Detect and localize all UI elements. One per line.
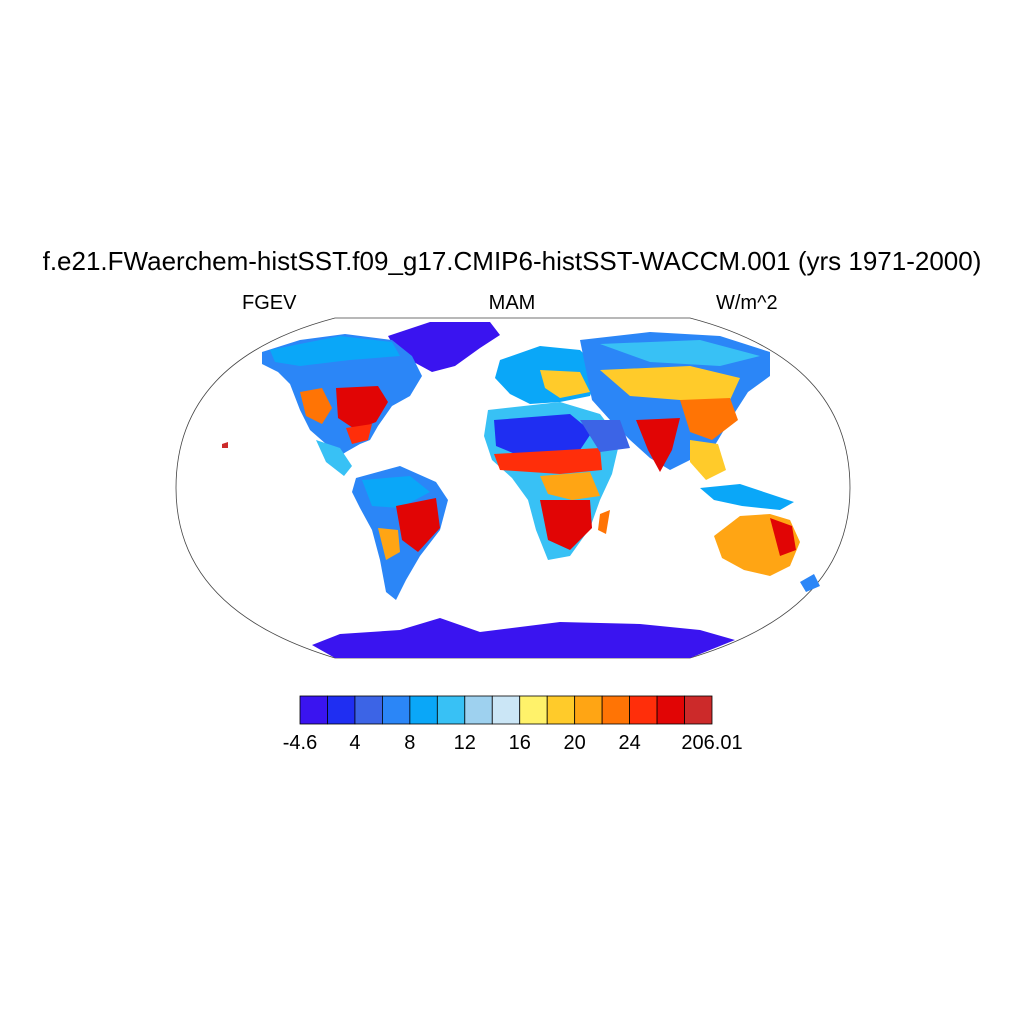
colorbar-box xyxy=(327,695,356,725)
left-string: FGEV xyxy=(242,292,297,314)
region-europe-east xyxy=(540,370,590,398)
region-new-zealand xyxy=(800,574,820,592)
region-indonesia xyxy=(700,484,794,510)
region-mexico xyxy=(316,440,352,476)
right-string: W/m^2 xyxy=(716,292,778,314)
region-canada-north xyxy=(270,336,400,366)
colorbar-label: 24 xyxy=(618,732,641,754)
region-southern-africa xyxy=(540,500,592,550)
region-central-africa xyxy=(540,472,600,500)
region-antarctica xyxy=(312,618,735,658)
colorbar-box xyxy=(299,695,328,725)
region-siberia xyxy=(600,340,760,366)
colorbar-label: -4.6 xyxy=(282,732,318,754)
colorbar-box xyxy=(409,695,438,725)
region-asia xyxy=(580,332,770,470)
colorbar-box xyxy=(381,695,411,725)
colorbar-label: 4 xyxy=(349,732,361,754)
region-brazil-savanna xyxy=(396,498,440,552)
region-southeast-us xyxy=(346,424,372,444)
colorbar-label: 12 xyxy=(453,732,476,754)
colorbar-box xyxy=(354,695,383,725)
colorbar-label: 20 xyxy=(563,732,586,754)
region-southeast-asia xyxy=(690,440,726,480)
region-china xyxy=(680,398,738,440)
colorbar-label: 8 xyxy=(404,732,416,754)
region-sahara xyxy=(494,414,592,456)
colorbar-label: 16 xyxy=(508,732,531,754)
region-central-asia xyxy=(600,366,740,400)
colorbar-box xyxy=(464,695,493,725)
colorbar-label: 206.01 xyxy=(681,732,743,754)
region-madagascar xyxy=(598,510,610,534)
plot-title: f.e21.FWaerchem-histSST.f09_g17.CMIP6-hi… xyxy=(42,246,982,276)
region-hawaii xyxy=(222,442,228,448)
colorbar-box xyxy=(546,695,576,725)
region-eastern-us xyxy=(336,386,388,430)
colorbar-box xyxy=(519,695,548,725)
region-chaco xyxy=(378,528,400,560)
center-string: MAM xyxy=(488,292,536,314)
colorbar-box xyxy=(436,695,466,725)
colorbar-box xyxy=(629,695,658,725)
colorbar-box xyxy=(574,695,603,725)
region-greenland xyxy=(388,322,500,372)
region-india xyxy=(636,418,680,472)
colorbar-box xyxy=(684,695,713,725)
region-arabia xyxy=(580,420,630,452)
colorbar-box xyxy=(601,695,631,725)
region-amazon xyxy=(362,476,430,508)
colorbar-box xyxy=(491,695,521,725)
region-western-us xyxy=(300,388,332,424)
region-australia-east xyxy=(770,518,796,556)
region-sahel xyxy=(494,448,602,474)
colorbar-box xyxy=(656,695,685,725)
